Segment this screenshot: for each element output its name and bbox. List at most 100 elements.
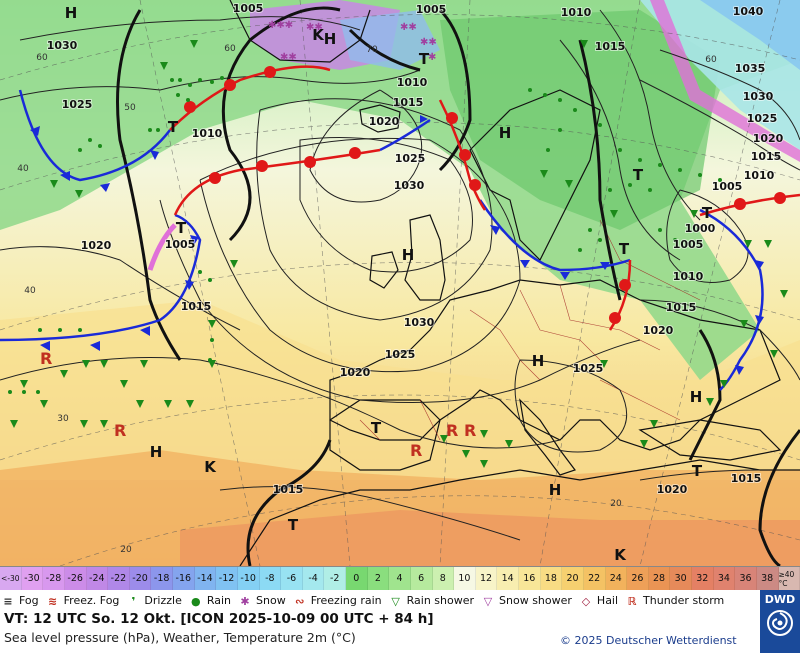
coast-scandinavia — [469, 89, 601, 262]
isobar-label: 1015 — [393, 96, 424, 109]
legend-label: Rain shower — [406, 594, 475, 607]
legend-label: Snow — [256, 594, 286, 607]
pressure-system-marker: H — [150, 443, 163, 461]
isobar-label: 1005 — [233, 2, 264, 15]
pressure-system-marker: H — [324, 30, 337, 48]
isobar-label: 1020 — [643, 324, 674, 337]
legend-item: ≡ Fog — [0, 594, 39, 608]
isobar-label: 1025 — [747, 112, 778, 125]
latitude-label: 20 — [120, 545, 132, 555]
weather-map: ✱✱✱✱✱✱✱ ✱✱✱✱✱ RRR RR 1005 1005 1010 1040103… — [0, 0, 800, 566]
legend-symbol-icon: ✱ — [240, 594, 250, 608]
isobar-label: 1030 — [47, 39, 78, 52]
legend-label: Fog — [19, 594, 39, 607]
temperature-scale-cell: 28 — [648, 567, 671, 590]
legend-item: ❜ Drizzle — [125, 595, 182, 608]
temp-area-salmon — [180, 510, 800, 566]
isobar-label: 1015 — [731, 472, 762, 485]
legend-label: Hail — [596, 594, 619, 607]
legend-label: Freezing rain — [310, 594, 382, 607]
latitude-label: 70 — [366, 45, 378, 55]
legend-item: ▽ Snow shower — [480, 595, 572, 608]
temperature-scale-cell: -26 — [64, 567, 87, 590]
isobar-label: 1005 — [416, 3, 447, 16]
legend-item: ▽ Rain shower — [388, 595, 474, 608]
temperature-scale-cell: 10 — [454, 567, 476, 590]
pressure-system-marker: T — [692, 462, 703, 480]
pressure-system-marker: K — [312, 26, 325, 44]
legend-symbol-icon: ∾ — [295, 594, 305, 608]
temperature-scale-cell: -8 — [259, 567, 282, 590]
valid-time: VT: 12 UTC So. 12 Okt. [ICON 2025-10-09 … — [4, 611, 434, 627]
legend-item: ℝ Thunder storm — [624, 594, 725, 608]
isobar-label: 1015 — [273, 483, 304, 496]
pressure-system-marker: T — [176, 219, 187, 237]
temperature-scale-cell: 12 — [475, 567, 498, 590]
temp-area-green-dark — [440, 10, 720, 230]
isobar-label: 1025 — [385, 348, 416, 361]
isobar-label: 1010 — [397, 76, 428, 89]
latitude-label: 40 — [24, 286, 36, 296]
pressure-system-marker: T — [419, 50, 430, 68]
legend-label: Freez. Fog — [63, 594, 120, 607]
coast-ireland — [369, 251, 399, 289]
temperature-scale-cell: 0 — [346, 567, 368, 590]
isobar-label: 1015 — [666, 301, 697, 314]
temperature-scale-cell: 30 — [670, 567, 692, 590]
temp-area-yellow — [0, 300, 800, 480]
temperature-scale-cell: 24 — [605, 567, 628, 590]
isobar-label: 1020 — [340, 366, 371, 379]
dwd-logo[interactable]: DWD — [760, 590, 800, 653]
country-borders — [359, 219, 701, 441]
legend-item: ● Rain — [188, 595, 231, 608]
svg-text:✱✱: ✱✱ — [280, 52, 297, 63]
svg-text:R: R — [446, 421, 458, 440]
isobar-label: 1010 — [744, 169, 775, 182]
temperature-scale-cell: 20 — [562, 567, 584, 590]
temperature-scale-cell: -30 — [21, 567, 44, 590]
pressure-system-marker: K — [614, 546, 627, 564]
map-subtitle: Sea level pressure (hPa), Weather, Tempe… — [4, 630, 356, 645]
warm-front-south — [608, 259, 632, 331]
latitude-label: 30 — [57, 414, 69, 424]
snow-symbols: ✱✱✱✱✱✱✱ ✱✱✱✱✱ — [268, 20, 437, 63]
graticule — [0, 0, 800, 566]
pressure-system-marker: T — [619, 240, 630, 258]
pressure-system-marker: T — [371, 419, 382, 437]
isobar-label: 1015 — [751, 150, 782, 163]
latitude-label: 20 — [610, 499, 622, 509]
cold-front-iceland — [379, 118, 431, 152]
coast-africa — [239, 459, 800, 566]
temperature-scale-cell: -6 — [281, 567, 303, 590]
svg-text:R: R — [40, 349, 52, 368]
coast-italy — [519, 398, 576, 476]
svg-text:R: R — [114, 421, 126, 440]
isobar-label: 1010 — [192, 127, 223, 140]
temperature-scale: <-30 -30 -28 -26 -24 -22 -20 -18 -16 -14 -12 -10 -8-… — [0, 566, 800, 590]
copyright[interactable]: © 2025 Deutscher Wetterdienst — [560, 634, 737, 647]
svg-text:✱✱: ✱✱ — [306, 22, 323, 33]
isobar-label: 1010 — [673, 270, 704, 283]
svg-text:✱✱: ✱✱ — [400, 22, 417, 33]
pressure-system-marker: H — [532, 352, 545, 370]
temperature-scale-cell: 22 — [583, 567, 606, 590]
isobar-label: 1020 — [753, 132, 784, 145]
pressure-system-marker: T — [633, 166, 644, 184]
pressure-system-marker: T — [702, 204, 713, 222]
pressure-system-labels: H H T H T T T T H T H H T H H T T K K K — [65, 4, 713, 564]
cold-fronts — [0, 89, 764, 391]
legend-item: ✱ Snow — [237, 594, 286, 608]
legend-symbol-icon: ◇ — [581, 594, 591, 608]
temp-area-blue — [700, 0, 800, 70]
latitude-label: 60 — [224, 44, 236, 54]
temperature-scale-cell: 2 — [367, 567, 390, 590]
latitude-labels: 60 60 70 60 50 40 40 30 20 20 — [17, 44, 717, 555]
coast-greenland — [229, 0, 371, 63]
temperature-scale-cell: 34 — [713, 567, 736, 590]
legend-symbol-icon: ℝ — [627, 594, 637, 608]
rain-symbols — [8, 76, 722, 394]
temperature-scale-cell: ≥40 °C — [778, 567, 800, 590]
isobar-label: 1025 — [62, 98, 93, 111]
latitude-label: 60 — [36, 53, 48, 63]
